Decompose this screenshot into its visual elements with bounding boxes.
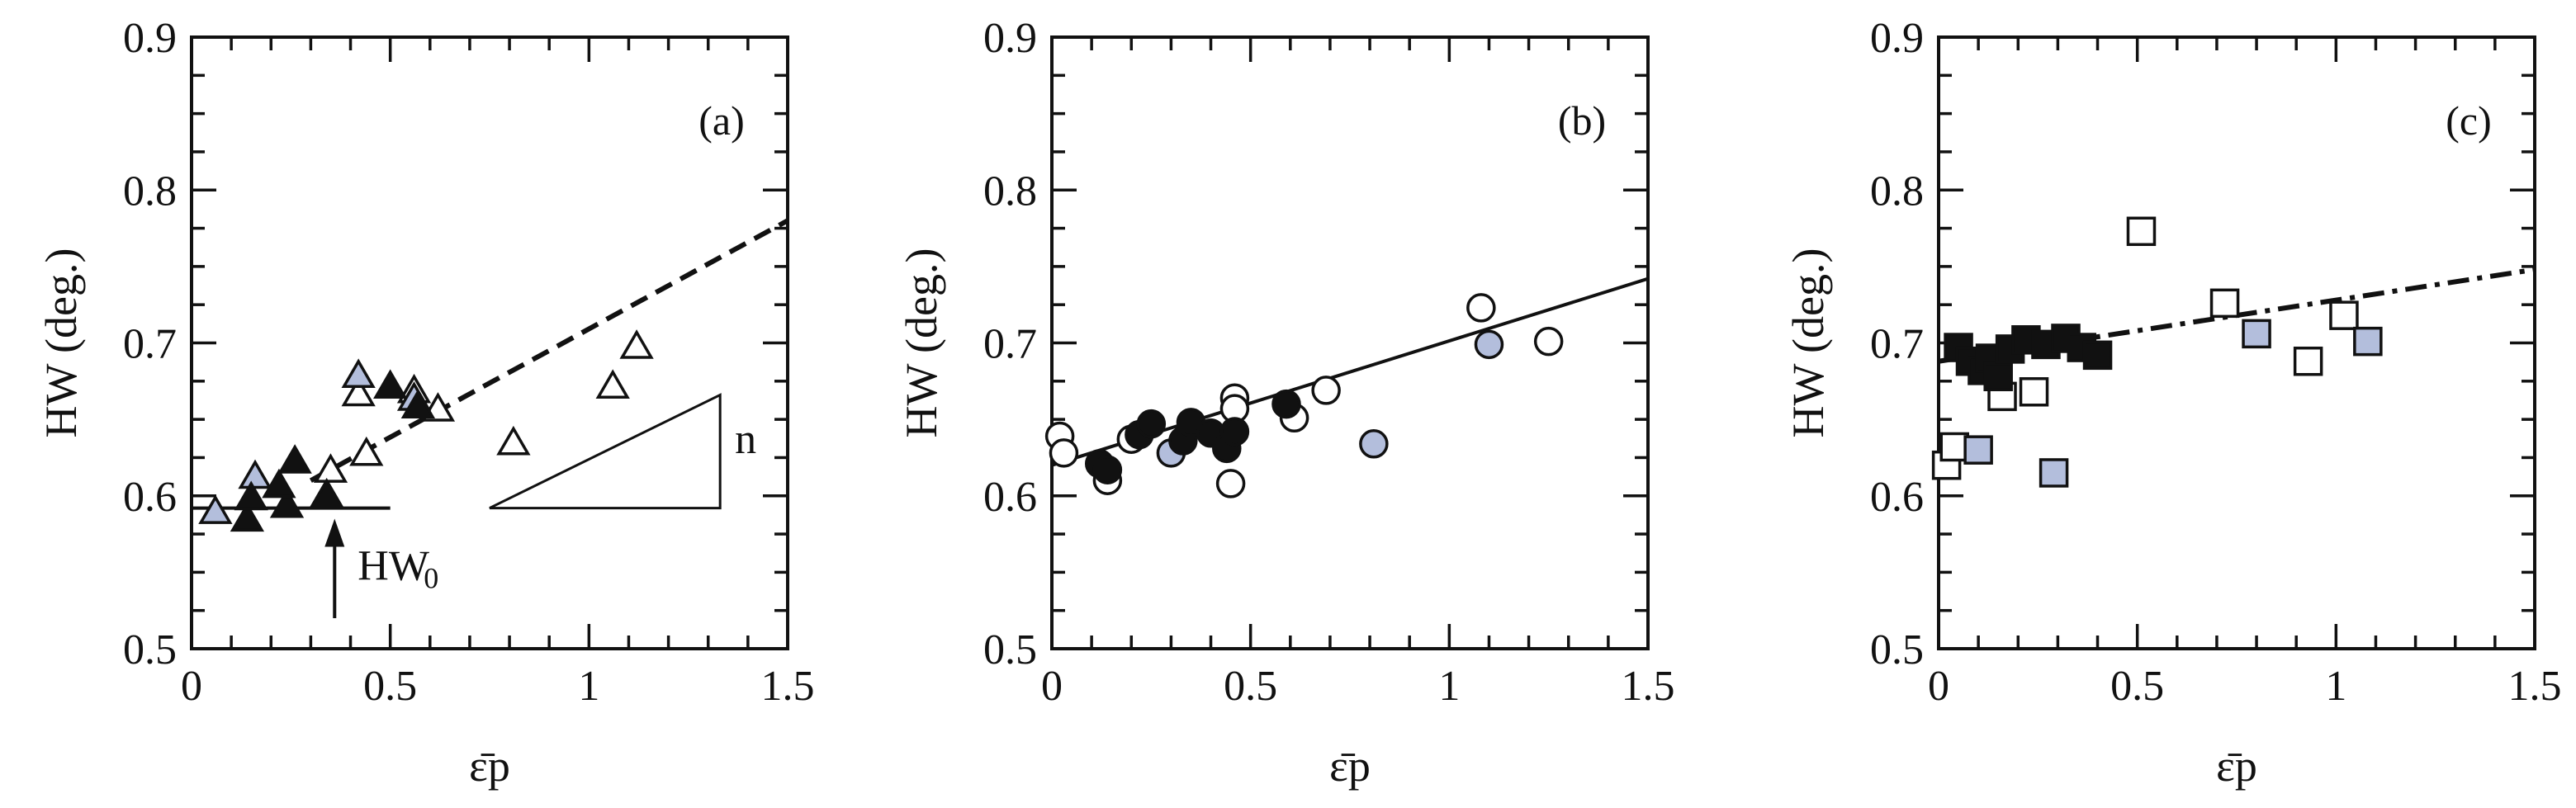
point-gray-triangle <box>341 358 376 389</box>
point-open-circle <box>1215 469 1246 499</box>
hw0-arrow-head <box>324 518 345 547</box>
y-axis-title: HW (deg.) <box>1783 248 1833 438</box>
point-gray-triangle <box>238 459 272 489</box>
x-tick-label: 0.5 <box>1224 663 1277 710</box>
x-axis-title: ε̄p <box>469 741 510 791</box>
y-tick-label: 0.6 <box>983 474 1037 521</box>
point-black-triangle <box>400 389 435 419</box>
x-tick-label: 0 <box>181 663 202 710</box>
x-tick-label: 1.5 <box>761 663 815 710</box>
hw0-subscript: 0 <box>424 562 438 595</box>
fit-line-dashed <box>309 218 789 483</box>
point-open-triangle <box>496 425 531 456</box>
point-black-circle <box>1271 389 1301 419</box>
point-black-square <box>2082 340 2113 371</box>
point-black-triangle <box>277 444 312 474</box>
y-tick-label: 0.5 <box>983 626 1037 673</box>
point-open-square <box>2329 300 2359 330</box>
point-open-circle <box>1049 438 1079 468</box>
panel-c: 0.50.60.70.80.90 0.5 1 1.5ε̄pHW (deg.)(c) <box>1783 15 2562 791</box>
point-open-square <box>1939 432 1970 462</box>
point-gray-square <box>2353 326 2383 357</box>
point-gray-triangle <box>198 494 233 524</box>
point-black-circle <box>1219 417 1250 447</box>
x-axis-title: ε̄p <box>2216 741 2257 791</box>
point-gray-circle <box>1359 429 1389 459</box>
point-black-circle <box>1136 409 1167 439</box>
y-tick-label: 0.9 <box>1870 15 1924 62</box>
slope-label: n <box>735 416 756 463</box>
point-black-triangle <box>234 480 268 511</box>
point-black-triangle <box>310 477 344 508</box>
point-black-triangle <box>230 502 265 532</box>
panel-b: 0.50.60.70.80.90 0.5 1 1.5ε̄pHW (deg.)(b) <box>897 15 1675 791</box>
y-axis-title: HW (deg.) <box>36 248 86 438</box>
point-gray-square <box>1963 435 1993 465</box>
y-tick-label: 0.6 <box>123 474 177 521</box>
point-black-triangle <box>373 369 408 399</box>
y-tick-label: 0.7 <box>983 321 1037 368</box>
y-tick-label: 0.6 <box>1870 474 1924 521</box>
point-open-square <box>2126 216 2157 247</box>
point-open-triangle <box>341 376 376 407</box>
y-tick-label: 0.5 <box>123 626 177 673</box>
y-tick-label: 0.9 <box>123 15 177 62</box>
y-tick-label: 0.7 <box>123 321 177 368</box>
point-open-circle <box>1466 293 1496 323</box>
x-tick-label: 0.5 <box>363 663 417 710</box>
x-tick-label: 0 <box>1928 663 1949 710</box>
y-tick-label: 0.8 <box>123 168 177 215</box>
point-open-triangle <box>313 453 348 483</box>
point-black-square <box>1983 361 2013 392</box>
point-open-triangle <box>349 436 384 466</box>
y-tick-label: 0.7 <box>1870 321 1924 368</box>
point-black-triangle <box>269 488 305 518</box>
x-tick-label: 1 <box>2325 663 2346 710</box>
y-tick-label: 0.8 <box>1870 168 1924 215</box>
x-tick-label: 1 <box>578 663 599 710</box>
point-gray-square <box>2039 458 2069 488</box>
x-axis-title: ε̄p <box>1329 741 1371 791</box>
y-tick-label: 0.9 <box>983 15 1037 62</box>
y-axis-title: HW (deg.) <box>897 248 946 438</box>
x-tick-label: 0 <box>1041 663 1063 710</box>
x-tick-label: 1.5 <box>2508 663 2562 710</box>
panel-label: (a) <box>698 97 745 144</box>
panel-label: (b) <box>1558 97 1606 144</box>
point-open-square <box>2293 346 2323 376</box>
slope-triangle <box>489 393 722 510</box>
point-black-circle <box>1092 455 1123 485</box>
point-open-square <box>2209 288 2240 319</box>
panel-label: (c) <box>2446 97 2492 144</box>
point-gray-square <box>2242 319 2271 349</box>
x-tick-label: 0.5 <box>2110 663 2164 710</box>
x-tick-label: 1.5 <box>1622 663 1675 710</box>
y-tick-label: 0.8 <box>983 168 1037 215</box>
point-open-triangle <box>595 369 630 399</box>
point-open-square <box>2019 377 2049 407</box>
y-tick-label: 0.5 <box>1870 626 1924 673</box>
point-open-circle <box>1311 376 1341 405</box>
hw0-label: HW <box>358 543 429 590</box>
point-open-triangle <box>619 329 654 359</box>
point-black-triangle <box>262 468 296 499</box>
point-open-circle <box>1533 326 1564 357</box>
x-tick-label: 1 <box>1438 663 1460 710</box>
point-gray-circle <box>1474 329 1504 360</box>
panel-a: 0.50.60.70.80.90 0.5 1 1.5ε̄pHW (deg.)(a)HW… <box>36 15 815 791</box>
